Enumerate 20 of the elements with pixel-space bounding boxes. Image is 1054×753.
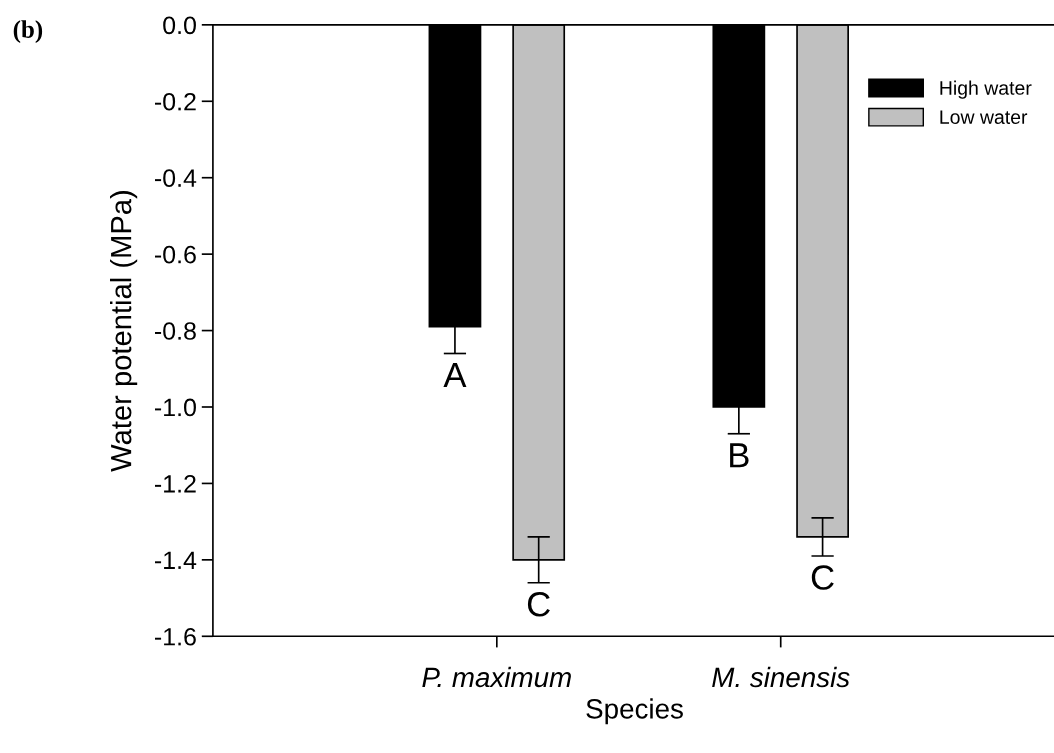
text: (b)	[13, 20, 43, 43]
y-tick-label: -0.6	[154, 245, 196, 264]
data-label: C	[811, 565, 834, 590]
data-label: C	[527, 592, 550, 617]
y-axis-title: Water potential (MPa)	[110, 191, 138, 472]
x-tick-label: P. maximum	[422, 666, 571, 688]
y-tick-label: -0.8	[154, 322, 196, 340]
y-tick-label: 0.0	[163, 16, 196, 35]
x-tick-label: M. sinensis	[712, 666, 850, 688]
y-tick-label: -0.4	[154, 169, 197, 188]
y-tick-label: -1.4	[154, 551, 197, 569]
data-label: B	[730, 443, 749, 468]
x-axis-title: Species	[586, 698, 683, 725]
y-tick-label: -1.0	[154, 398, 196, 417]
y-tick-label: -1.2	[154, 475, 196, 493]
legend-label: Low water	[940, 110, 1028, 124]
data-label: A	[443, 363, 467, 387]
y-tick-label: -1.6	[154, 627, 196, 646]
legend-label: High water	[940, 80, 1032, 99]
y-tick-label: -0.2	[154, 92, 196, 111]
